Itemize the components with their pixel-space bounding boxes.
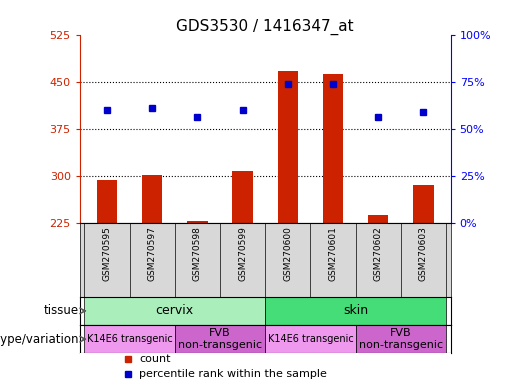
Text: FVB
non-transgenic: FVB non-transgenic [178,328,262,350]
Title: GDS3530 / 1416347_at: GDS3530 / 1416347_at [177,18,354,35]
Bar [265,325,356,353]
Bar [84,325,175,353]
Text: GSM270603: GSM270603 [419,227,428,281]
Bar [187,221,208,223]
Bar [356,325,446,353]
Bar [278,71,298,223]
Bar [175,325,265,353]
Bar [142,174,162,223]
Text: percentile rank within the sample: percentile rank within the sample [139,369,327,379]
Bar [265,297,446,325]
Bar [84,297,265,325]
Text: cervix: cervix [156,305,194,318]
Bar [97,180,117,223]
Text: GSM270601: GSM270601 [329,227,337,281]
Text: GSM270602: GSM270602 [374,227,383,281]
Bar [368,215,388,223]
Text: count: count [139,354,170,364]
Text: GSM270600: GSM270600 [283,227,293,281]
Text: GSM270595: GSM270595 [102,227,111,281]
Text: K14E6 transgenic: K14E6 transgenic [268,334,353,344]
Text: K14E6 transgenic: K14E6 transgenic [87,334,173,344]
Text: skin: skin [343,305,368,318]
Bar [414,185,434,223]
Text: GSM270597: GSM270597 [148,227,157,281]
Text: tissue: tissue [44,305,79,318]
Text: GSM270598: GSM270598 [193,227,202,281]
Bar [323,74,343,223]
Text: GSM270599: GSM270599 [238,227,247,281]
Bar [232,171,253,223]
Text: genotype/variation: genotype/variation [0,333,79,346]
Text: FVB
non-transgenic: FVB non-transgenic [359,328,443,350]
